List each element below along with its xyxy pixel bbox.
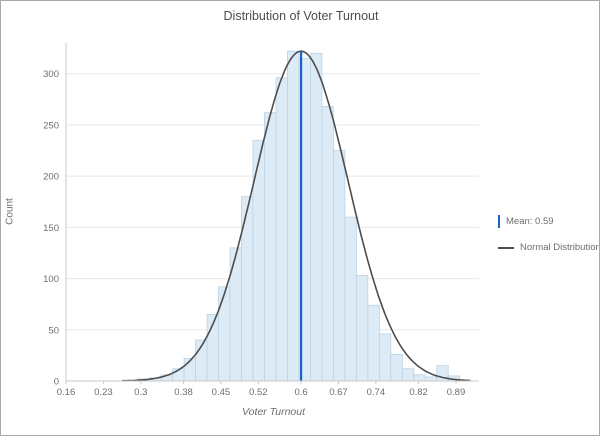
histogram-bar bbox=[332, 150, 346, 382]
legend: Mean: 0.59 Normal Distribution bbox=[498, 215, 600, 267]
histogram-bar bbox=[367, 304, 380, 382]
y-tick-label: 0 bbox=[54, 377, 59, 388]
histogram-bar bbox=[355, 275, 369, 382]
histogram-bar bbox=[287, 50, 300, 382]
histogram-bar bbox=[344, 216, 357, 382]
y-tick-label: 50 bbox=[48, 325, 59, 336]
y-tick-label: 250 bbox=[43, 120, 59, 131]
legend-label-mean: Mean: 0.59 bbox=[506, 216, 554, 227]
y-axis-title: Count bbox=[4, 198, 16, 225]
x-tick-label: 0.3 bbox=[134, 387, 147, 398]
legend-item-mean[interactable]: Mean: 0.59 bbox=[498, 215, 599, 228]
histogram-bar bbox=[424, 376, 438, 382]
histogram-bar bbox=[401, 368, 415, 382]
y-tick-label: 150 bbox=[43, 223, 59, 234]
y-tick-label: 300 bbox=[43, 69, 59, 80]
histogram-bar bbox=[275, 77, 288, 382]
y-tick-label: 100 bbox=[43, 274, 59, 285]
x-tick-label: 0.89 bbox=[447, 387, 466, 398]
x-tick-label: 0.45 bbox=[212, 387, 231, 398]
x-tick-label: 0.23 bbox=[94, 387, 113, 398]
histogram-bar bbox=[413, 374, 426, 382]
x-tick-label: 0.16 bbox=[57, 387, 76, 398]
chart-title: Distribution of Voter Turnout bbox=[223, 9, 379, 23]
histogram-bar bbox=[218, 286, 231, 382]
histogram-bar bbox=[390, 353, 403, 382]
y-tick-label: 200 bbox=[43, 172, 59, 183]
x-tick-label: 0.67 bbox=[329, 387, 348, 398]
x-tick-label: 0.6 bbox=[294, 387, 307, 398]
normal-distribution-swatch-icon bbox=[498, 246, 514, 249]
x-tick-label: 0.38 bbox=[174, 387, 193, 398]
histogram-bar bbox=[310, 52, 323, 382]
legend-item-normal-distribution[interactable]: Normal Distribution bbox=[498, 242, 600, 253]
normal-distribution-curve bbox=[122, 50, 471, 382]
legend-label-normal-distribution: Normal Distribution bbox=[520, 242, 600, 253]
mean-line-swatch-icon bbox=[498, 215, 500, 228]
histogram-bar bbox=[264, 112, 277, 382]
histogram-bar bbox=[321, 106, 334, 382]
x-tick-label: 0.52 bbox=[249, 387, 268, 398]
histogram-bar bbox=[378, 333, 392, 382]
x-tick-label: 0.82 bbox=[409, 387, 428, 398]
x-axis-title: Voter Turnout bbox=[241, 406, 306, 418]
x-tick-label: 0.74 bbox=[367, 387, 386, 398]
